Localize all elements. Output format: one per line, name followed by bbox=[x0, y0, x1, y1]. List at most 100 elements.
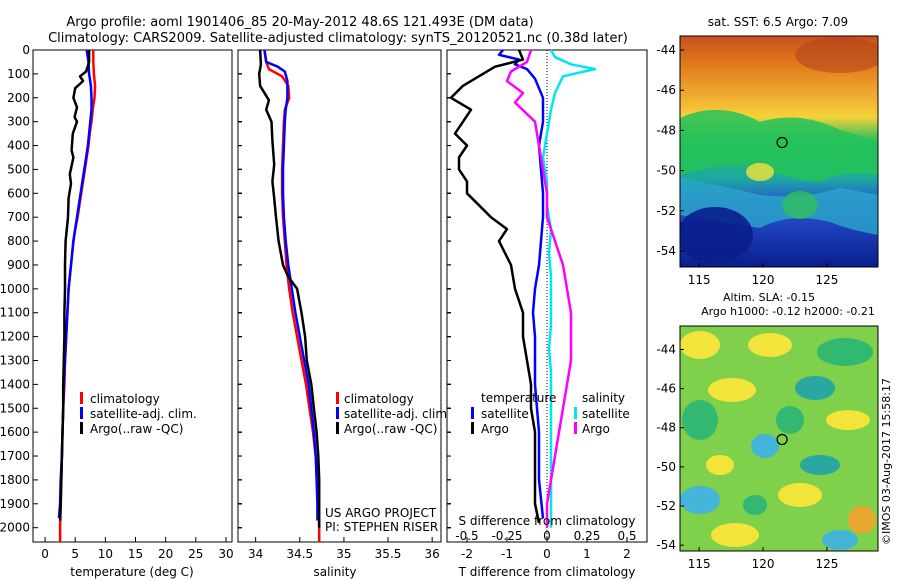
salinity-panel: 34 34.5 35 35.5 36 salinity climatology sate… bbox=[237, 49, 451, 579]
argo-position-marker bbox=[776, 433, 788, 446]
x-tick-label: 34 bbox=[248, 547, 263, 561]
lat-tick-label: -46 bbox=[656, 83, 676, 97]
legend-label-s-satellite: satellite bbox=[582, 407, 630, 421]
header-line-2: Climatology: CARS2009. Satellite-adjuste… bbox=[48, 31, 628, 46]
legend-label-satellite: satellite-adj. clim. bbox=[90, 407, 197, 421]
legend-title-temperature: temperature bbox=[481, 391, 556, 405]
x-tick-label: 35.5 bbox=[375, 547, 402, 561]
sst-map-frame bbox=[679, 35, 879, 268]
depth-tick-label: 500 bbox=[7, 162, 30, 176]
sla-map-title-1: Altim. SLA: -0.15 bbox=[723, 291, 815, 304]
sst-map-axes: 115 120 125 -44 -46 -48 -50 -52 -54 bbox=[656, 43, 838, 287]
series-line-salinity-argo bbox=[505, 49, 573, 528]
depth-tick-label: 1000 bbox=[0, 282, 30, 296]
depth-tick-label: 1400 bbox=[0, 377, 30, 391]
depth-tick-label: 200 bbox=[7, 91, 30, 105]
x-tick-label: 35 bbox=[336, 547, 351, 561]
temperature-x-axis: 0 5 10 15 20 25 30 bbox=[41, 537, 234, 561]
legend-swatch-argo bbox=[336, 422, 339, 434]
lat-tick-label: -50 bbox=[656, 164, 676, 178]
depth-tick-label: 1800 bbox=[0, 473, 30, 487]
legend-label-argo: Argo(..raw -QC) bbox=[344, 422, 437, 436]
lon-tick-label: 115 bbox=[688, 557, 711, 571]
depth-tick-label: 1200 bbox=[0, 330, 30, 344]
depth-tick-label: 800 bbox=[7, 234, 30, 248]
legend-label-climatology: climatology bbox=[90, 392, 160, 406]
salinity-legend: climatology satellite-adj. clim. Argo(..… bbox=[336, 392, 451, 436]
x-tick-label: -2 bbox=[461, 547, 473, 561]
legend-swatch-t-satellite bbox=[471, 407, 474, 419]
depth-tick-label: 900 bbox=[7, 258, 30, 272]
x-tick-label: 34.5 bbox=[286, 547, 313, 561]
x-tick-label: 25 bbox=[188, 547, 203, 561]
lon-tick-label: 125 bbox=[815, 273, 838, 287]
legend-label-satellite: satellite-adj. clim. bbox=[344, 407, 451, 421]
legend-swatch-s-argo bbox=[574, 422, 577, 434]
x-tick-label: 2 bbox=[623, 547, 631, 561]
sla-map-title-2: Argo h1000: -0.12 h2000: -0.21 bbox=[701, 305, 875, 318]
s-difference-axis-label: S difference from climatology bbox=[459, 514, 636, 528]
difference-legend: temperature satellite Argo salinity sate… bbox=[471, 391, 630, 436]
header-line-1: Argo profile: aoml 1901406_85 20-May-201… bbox=[66, 15, 533, 30]
depth-tick-label: 300 bbox=[7, 115, 30, 129]
series-line-satellite-adj-clim- bbox=[263, 49, 319, 521]
depth-tick-label: 2000 bbox=[0, 521, 30, 535]
legend-swatch-satellite bbox=[336, 407, 339, 419]
sla-map-image bbox=[680, 326, 878, 551]
x-tick-label: 20 bbox=[158, 547, 173, 561]
temperature-panel: 0100200300400500600700800900100011001200… bbox=[0, 43, 234, 579]
legend-label-s-argo: Argo bbox=[582, 422, 610, 436]
lon-tick-label: 125 bbox=[815, 557, 838, 571]
legend-label-climatology: climatology bbox=[344, 392, 414, 406]
depth-tick-label: 700 bbox=[7, 210, 30, 224]
depth-tick-label: 1100 bbox=[0, 306, 30, 320]
sla-map-frame bbox=[679, 325, 879, 552]
lat-tick-label: -44 bbox=[656, 43, 676, 57]
lat-tick-label: -54 bbox=[656, 244, 676, 258]
lon-tick-label: 115 bbox=[688, 273, 711, 287]
legend-label-argo: Argo(..raw -QC) bbox=[90, 422, 183, 436]
series-line-argo-raw-qc- bbox=[58, 50, 91, 521]
legend-title-salinity: salinity bbox=[582, 391, 625, 405]
temperature-plot-frame bbox=[32, 49, 233, 543]
s-tick-label: 0.25 bbox=[574, 529, 601, 543]
lat-tick-label: -48 bbox=[656, 421, 676, 435]
temperature-legend: climatology satellite-adj. clim. Argo(..… bbox=[80, 392, 197, 436]
series-line-salinity-satellite bbox=[541, 49, 597, 528]
legend-swatch-climatology bbox=[80, 392, 83, 404]
legend-label-t-satellite: satellite bbox=[481, 407, 529, 421]
s-tick-label: 0.5 bbox=[617, 529, 636, 543]
legend-label-t-argo: Argo bbox=[481, 422, 509, 436]
depth-tick-label: 400 bbox=[7, 139, 30, 153]
depth-tick-label: 1900 bbox=[0, 497, 30, 511]
depth-tick-label: 1700 bbox=[0, 449, 30, 463]
difference-lines bbox=[449, 49, 597, 528]
sla-map-axes: 115 120 125 -44 -46 -48 -50 -52 -54 bbox=[656, 342, 838, 571]
lon-tick-label: 120 bbox=[752, 273, 775, 287]
lat-tick-label: -44 bbox=[656, 342, 676, 356]
x-tick-label: 15 bbox=[128, 547, 143, 561]
imos-watermark: ©IMOS 03-Aug-2017 15:58:17 bbox=[880, 378, 893, 545]
x-tick-label: -1 bbox=[501, 547, 513, 561]
argo-position-marker bbox=[776, 136, 788, 149]
salinity-x-axis: 34 34.5 35 35.5 36 bbox=[238, 49, 440, 561]
s-tick-label: -0.25 bbox=[491, 529, 522, 543]
lat-tick-label: -50 bbox=[656, 460, 676, 474]
depth-axis: 0 100 200 300 400 500 600 700 800 900 1000 1100 1200… bbox=[0, 43, 38, 535]
sla-map-panel: Altim. SLA: -0.15 Argo h1000: -0.12 h200… bbox=[656, 291, 879, 571]
x-tick-label: 36 bbox=[425, 547, 440, 561]
depth-tick-label: 1600 bbox=[0, 425, 30, 439]
t-difference-axis-label: T difference from climatology bbox=[458, 565, 636, 579]
depth-tick-label: 600 bbox=[7, 186, 30, 200]
x-tick-label: 5 bbox=[71, 547, 79, 561]
depth-tick-label: 1300 bbox=[0, 353, 30, 367]
lat-tick-label: -48 bbox=[656, 123, 676, 137]
salinity-lines bbox=[257, 49, 321, 542]
lat-tick-label: -52 bbox=[656, 204, 676, 218]
lat-tick-label: -46 bbox=[656, 382, 676, 396]
temperature-axis-label: temperature (deg C) bbox=[70, 565, 193, 579]
s-tick-label: -0.5 bbox=[455, 529, 478, 543]
